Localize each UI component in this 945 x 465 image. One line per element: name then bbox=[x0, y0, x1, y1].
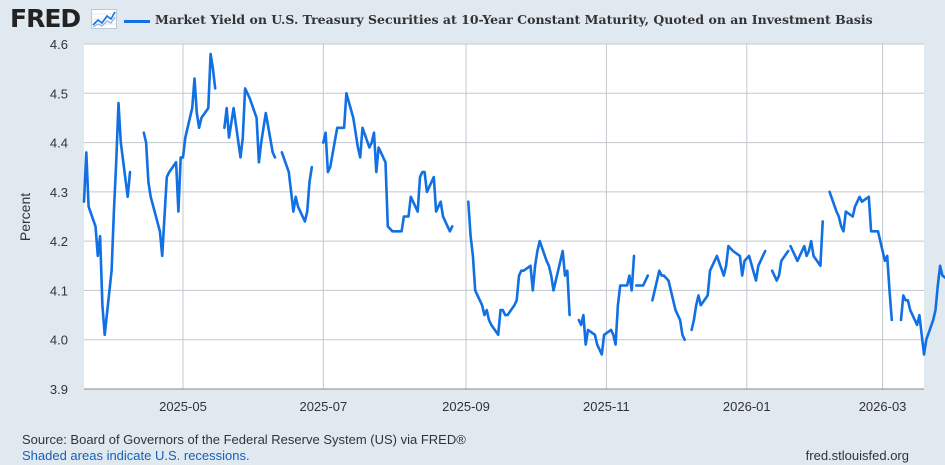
y-tick-label: 4.2 bbox=[50, 234, 68, 249]
series-line-segment[interactable] bbox=[223, 87, 277, 164]
y-tick-label: 3.9 bbox=[50, 382, 68, 397]
x-tick-label: 2026-01 bbox=[723, 399, 771, 414]
series-line-segment[interactable] bbox=[466, 200, 571, 337]
x-axis-ticks: 2025-05 2025-07 2025-09 2025-11 2026-01 2026-… bbox=[159, 399, 906, 414]
series-line-segment[interactable] bbox=[651, 269, 687, 342]
line-graph-icon bbox=[91, 9, 117, 29]
x-tick-label: 2025-07 bbox=[299, 399, 347, 414]
series-line-segment[interactable] bbox=[770, 249, 790, 282]
y-tick-label: 4.4 bbox=[50, 136, 68, 151]
y-tick-label: 4.0 bbox=[50, 333, 68, 348]
y-axis-ticks: 3.9 4.0 4.1 4.2 4.3 4.4 4.5 4.6 bbox=[50, 37, 68, 397]
x-tick-label: 2025-09 bbox=[442, 399, 490, 414]
series-line-segment[interactable] bbox=[321, 92, 454, 233]
legend-swatch bbox=[124, 20, 150, 23]
y-axis-label: Percent bbox=[17, 193, 33, 241]
series-line-segment[interactable] bbox=[828, 190, 894, 322]
series-line-segment[interactable] bbox=[82, 101, 132, 337]
series-line-segment[interactable] bbox=[789, 220, 825, 268]
series-line bbox=[82, 52, 945, 356]
series-line-segment[interactable] bbox=[899, 133, 945, 356]
site-link[interactable]: fred.stlouisfed.org bbox=[805, 448, 909, 463]
header: FRED Market Yield on U.S. Treasury Secur… bbox=[0, 0, 945, 40]
series-line-segment[interactable] bbox=[634, 274, 650, 287]
gridlines bbox=[84, 43, 924, 390]
x-tick-label: 2025-05 bbox=[159, 399, 207, 414]
y-tick-label: 4.3 bbox=[50, 185, 68, 200]
y-tick-label: 4.6 bbox=[50, 37, 68, 52]
x-tick-label: 2026-03 bbox=[859, 399, 907, 414]
fred-logo[interactable]: FRED bbox=[10, 4, 81, 33]
chart: 3.94.04.14.24.34.44.54.6 2025-05 2025-07 2… bbox=[17, 37, 945, 414]
series-line-segment[interactable] bbox=[280, 151, 314, 223]
legend-label[interactable]: Market Yield on U.S. Treasury Securities… bbox=[155, 12, 873, 27]
y-tick-label: 4.5 bbox=[50, 86, 68, 101]
plot-area bbox=[84, 44, 924, 389]
x-tick-label: 2025-11 bbox=[583, 399, 630, 414]
y-tick-label: 4.1 bbox=[50, 283, 68, 298]
series-line-segment[interactable] bbox=[690, 244, 767, 332]
recession-note: Shaded areas indicate U.S. recessions. bbox=[22, 448, 250, 463]
series-line-segment[interactable] bbox=[142, 52, 217, 258]
source-note: Source: Board of Governors of the Federa… bbox=[22, 432, 466, 447]
series-line-segment[interactable] bbox=[577, 254, 636, 356]
